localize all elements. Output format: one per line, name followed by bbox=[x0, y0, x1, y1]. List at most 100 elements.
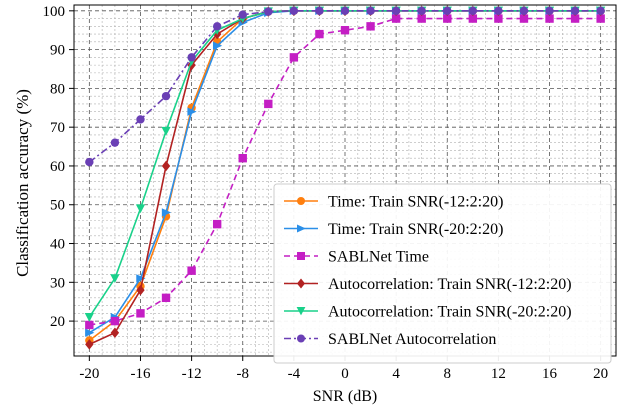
data-point bbox=[494, 6, 503, 16]
data-point bbox=[297, 278, 305, 289]
data-point bbox=[366, 6, 375, 16]
data-point bbox=[494, 14, 503, 23]
legend-label: Autocorrelation: Train SNR(-20:2:20) bbox=[328, 304, 572, 321]
legend-entry: Time: Train SNR(-12:2:20) bbox=[284, 194, 503, 211]
data-point bbox=[161, 91, 171, 101]
legend-label: SABLNet Autocorrelation bbox=[328, 331, 496, 348]
x-tick-label: -4 bbox=[288, 366, 301, 382]
x-tick-label: 8 bbox=[444, 366, 452, 382]
tick-labels: -20 -16 -12 -8 -4 0 4 8 12 16 20 20 30 40 50 60 70 80 90 10… bbox=[43, 4, 609, 382]
data-point bbox=[187, 107, 197, 116]
y-axis-label: Classification accuracy (%) bbox=[13, 89, 32, 277]
y-tick-label: 100 bbox=[43, 4, 66, 20]
data-point bbox=[545, 6, 554, 16]
data-point bbox=[596, 6, 605, 16]
data-point bbox=[264, 99, 273, 109]
x-tick-label: 0 bbox=[341, 366, 349, 382]
data-point bbox=[417, 14, 426, 23]
data-point bbox=[297, 197, 305, 205]
legend-entry: SABLNet Time bbox=[284, 249, 429, 266]
y-tick-label: 20 bbox=[50, 314, 65, 330]
data-point bbox=[366, 22, 375, 31]
data-point bbox=[85, 339, 94, 350]
data-point bbox=[289, 53, 299, 62]
y-tick-label: 50 bbox=[50, 198, 65, 214]
legend-entry: Autocorrelation: Train SNR(-20:2:20) bbox=[284, 304, 572, 321]
data-point bbox=[443, 6, 452, 16]
data-point bbox=[315, 6, 324, 16]
data-point bbox=[340, 6, 350, 16]
data-point bbox=[570, 6, 580, 16]
data-point bbox=[85, 320, 94, 330]
data-point bbox=[212, 219, 222, 229]
data-point bbox=[340, 26, 350, 35]
data-point bbox=[596, 14, 605, 23]
data-point bbox=[85, 157, 94, 167]
data-point bbox=[297, 224, 306, 233]
data-point bbox=[136, 115, 145, 124]
x-tick-label: -8 bbox=[236, 366, 249, 382]
legend-entry: SABLNet Autocorrelation bbox=[284, 331, 496, 348]
data-point bbox=[161, 293, 171, 303]
data-point bbox=[443, 14, 452, 23]
data-point bbox=[391, 14, 401, 23]
y-tick-label: 90 bbox=[50, 43, 65, 59]
x-tick-label: 16 bbox=[542, 366, 558, 382]
data-point bbox=[545, 14, 554, 23]
data-point bbox=[417, 6, 426, 16]
data-point bbox=[136, 274, 146, 283]
data-point bbox=[468, 14, 478, 23]
y-tick-label: 80 bbox=[50, 81, 65, 97]
x-tick-label: -20 bbox=[79, 366, 99, 382]
legend-label: Autocorrelation: Train SNR(-12:2:20) bbox=[328, 276, 572, 293]
legend-entry: Autocorrelation: Train SNR(-12:2:20) bbox=[284, 276, 572, 293]
data-point bbox=[187, 53, 196, 62]
series-6 bbox=[85, 6, 605, 167]
x-tick-label: 12 bbox=[491, 366, 506, 382]
series-3 bbox=[85, 14, 605, 330]
data-point bbox=[570, 14, 580, 23]
data-point bbox=[110, 274, 120, 284]
data-point bbox=[212, 41, 223, 50]
data-point bbox=[135, 204, 146, 214]
data-point bbox=[519, 14, 529, 23]
data-point bbox=[391, 6, 401, 16]
x-tick-label: 20 bbox=[593, 366, 608, 382]
series-line bbox=[89, 17, 601, 326]
legend-label: Time: Train SNR(-20:2:20) bbox=[328, 221, 503, 238]
data-point bbox=[161, 160, 171, 172]
legend: Time: Train SNR(-12:2:20) Time: Train SNR… bbox=[273, 183, 612, 364]
x-axis-label: SNR (dB) bbox=[313, 388, 377, 405]
legend-box bbox=[273, 183, 612, 364]
data-point bbox=[161, 126, 171, 136]
data-point bbox=[212, 22, 222, 31]
data-point bbox=[187, 266, 196, 275]
data-point bbox=[519, 6, 529, 16]
data-point bbox=[136, 309, 145, 318]
y-tick-label: 30 bbox=[50, 275, 65, 291]
data-point bbox=[468, 6, 478, 16]
data-point bbox=[85, 328, 95, 337]
data-point bbox=[238, 153, 247, 163]
data-point bbox=[161, 208, 172, 217]
data-point bbox=[315, 29, 324, 39]
y-tick-label: 40 bbox=[50, 237, 65, 253]
x-tick-label: 4 bbox=[392, 366, 400, 382]
data-point bbox=[289, 6, 299, 16]
x-tick-label: -12 bbox=[182, 366, 202, 382]
data-point bbox=[84, 313, 94, 322]
data-point bbox=[110, 327, 120, 338]
legend-label: SABLNet Time bbox=[328, 249, 429, 266]
y-tick-label: 60 bbox=[50, 159, 65, 175]
data-point bbox=[264, 7, 273, 16]
series-layer bbox=[84, 5, 606, 350]
data-point bbox=[136, 284, 145, 296]
legend-entry: Time: Train SNR(-20:2:20) bbox=[284, 221, 503, 238]
data-point bbox=[238, 10, 247, 19]
legend-label: Time: Train SNR(-12:2:20) bbox=[328, 194, 503, 211]
x-tick-label: -16 bbox=[130, 366, 150, 382]
y-tick-label: 70 bbox=[50, 120, 65, 136]
data-point bbox=[297, 252, 305, 260]
